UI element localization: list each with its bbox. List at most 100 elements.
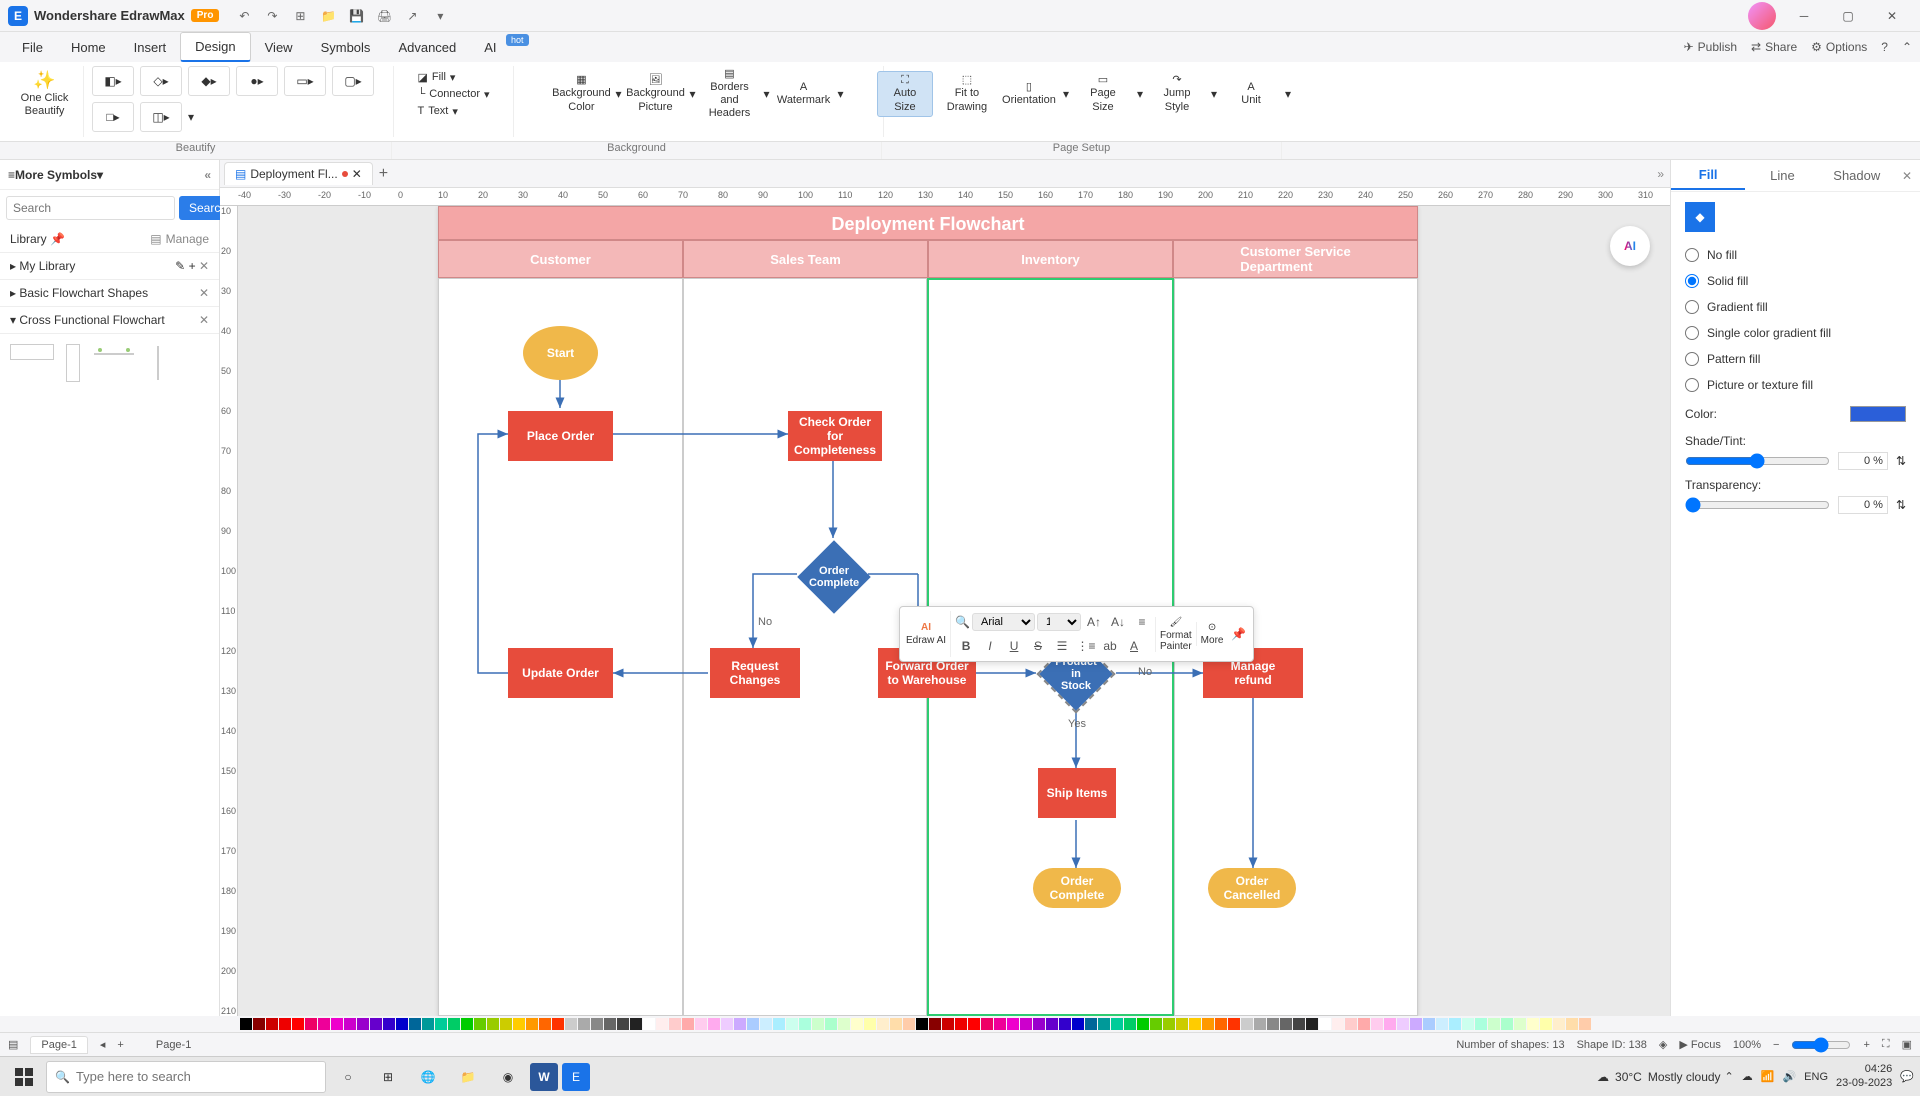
layers-icon[interactable]: ◈ — [1659, 1038, 1667, 1051]
page-size-button[interactable]: ▭Page Size — [1075, 74, 1131, 114]
palette-swatch[interactable] — [1072, 1018, 1084, 1030]
palette-swatch[interactable] — [669, 1018, 681, 1030]
unit-button[interactable]: AUnit — [1223, 81, 1279, 107]
shade-value[interactable]: 0 % — [1838, 452, 1888, 470]
subscript-icon[interactable]: ab — [1099, 635, 1121, 657]
beautify-style-1[interactable]: ◧▸ — [92, 66, 134, 96]
palette-swatch[interactable] — [1098, 1018, 1110, 1030]
palette-swatch[interactable] — [721, 1018, 733, 1030]
palette-swatch[interactable] — [1059, 1018, 1071, 1030]
prev-page-icon[interactable]: ◂ — [100, 1038, 106, 1051]
palette-swatch[interactable] — [1475, 1018, 1487, 1030]
save-icon[interactable]: 💾 — [347, 7, 365, 25]
minimize-button[interactable]: ─ — [1784, 2, 1824, 30]
borders-button[interactable]: ▤Borders and Headers — [702, 68, 758, 121]
palette-swatch[interactable] — [812, 1018, 824, 1030]
export-icon[interactable]: ↗ — [403, 7, 421, 25]
beautify-style-3[interactable]: ◆▸ — [188, 66, 230, 96]
bg-picture-button[interactable]: 🖼Background Picture — [627, 74, 683, 114]
palette-swatch[interactable] — [1540, 1018, 1552, 1030]
palette-swatch[interactable] — [838, 1018, 850, 1030]
palette-swatch[interactable] — [1462, 1018, 1474, 1030]
section-close-icon-2[interactable]: ✕ — [199, 313, 209, 327]
update-order-shape[interactable]: Update Order — [508, 648, 613, 698]
share-button[interactable]: ⇄ Share — [1751, 40, 1797, 54]
zoom-slider[interactable] — [1791, 1037, 1851, 1053]
page-layout-icon[interactable]: ▤ — [8, 1038, 18, 1051]
beautify-style-4[interactable]: ●▸ — [236, 66, 278, 96]
zoom-out-icon[interactable]: − — [1773, 1039, 1779, 1051]
palette-swatch[interactable] — [1488, 1018, 1500, 1030]
palette-swatch[interactable] — [708, 1018, 720, 1030]
palette-swatch[interactable] — [344, 1018, 356, 1030]
palette-swatch[interactable] — [1228, 1018, 1240, 1030]
palette-swatch[interactable] — [500, 1018, 512, 1030]
menu-home[interactable]: Home — [57, 34, 120, 61]
beautify-style-6[interactable]: ▢▸ — [332, 66, 374, 96]
palette-swatch[interactable] — [968, 1018, 980, 1030]
palette-swatch[interactable] — [1579, 1018, 1591, 1030]
fit-page-icon[interactable]: ⛶ — [1882, 1038, 1890, 1051]
palette-swatch[interactable] — [1449, 1018, 1461, 1030]
more-options-icon[interactable]: ⊙ — [1208, 622, 1216, 633]
text-dropdown[interactable]: T Text ▾ — [417, 105, 489, 118]
single-gradient-radio[interactable]: Single color gradient fill — [1685, 320, 1906, 346]
palette-swatch[interactable] — [890, 1018, 902, 1030]
palette-swatch[interactable] — [1163, 1018, 1175, 1030]
decrease-font-icon[interactable]: A↓ — [1107, 611, 1129, 633]
zoom-in-icon[interactable]: + — [1863, 1039, 1869, 1051]
clock[interactable]: 04:2623-09-2023 — [1836, 1063, 1892, 1089]
maximize-button[interactable]: ▢ — [1828, 2, 1868, 30]
palette-swatch[interactable] — [240, 1018, 252, 1030]
lib-edit-icon[interactable]: ✎ — [175, 259, 185, 273]
italic-icon[interactable]: I — [979, 635, 1001, 657]
palette-swatch[interactable] — [1501, 1018, 1513, 1030]
start-button[interactable] — [6, 1061, 42, 1093]
palette-swatch[interactable] — [526, 1018, 538, 1030]
order-cancelled-end[interactable]: Order Cancelled — [1208, 868, 1296, 908]
palette-swatch[interactable] — [929, 1018, 941, 1030]
weather-widget[interactable]: ☁ 30°C Mostly cloudy — [1597, 1070, 1721, 1084]
palette-swatch[interactable] — [253, 1018, 265, 1030]
more-qat-icon[interactable]: ▾ — [431, 7, 449, 25]
place-order-shape[interactable]: Place Order — [508, 411, 613, 461]
wifi-icon[interactable]: 📶 — [1761, 1070, 1775, 1083]
palette-swatch[interactable] — [747, 1018, 759, 1030]
font-size-select[interactable]: 10 — [1037, 613, 1081, 631]
user-avatar[interactable] — [1748, 2, 1776, 30]
palette-swatch[interactable] — [552, 1018, 564, 1030]
fill-mode-icon[interactable]: ◆ — [1685, 202, 1715, 232]
palette-swatch[interactable] — [370, 1018, 382, 1030]
order-complete-end[interactable]: Order Complete — [1033, 868, 1121, 908]
palette-swatch[interactable] — [435, 1018, 447, 1030]
beautify-more-icon[interactable]: ▾ — [188, 110, 194, 124]
open-icon[interactable]: 📁 — [319, 7, 337, 25]
palette-swatch[interactable] — [1046, 1018, 1058, 1030]
edrawmax-taskbar-icon[interactable]: E — [562, 1063, 590, 1091]
palette-swatch[interactable] — [1124, 1018, 1136, 1030]
auto-size-button[interactable]: ⛶Auto Size — [877, 71, 933, 117]
beautify-style-2[interactable]: ◇▸ — [140, 66, 182, 96]
palette-swatch[interactable] — [1397, 1018, 1409, 1030]
page-tab[interactable]: Page-1 — [30, 1036, 87, 1054]
palette-swatch[interactable] — [474, 1018, 486, 1030]
bold-icon[interactable]: B — [955, 635, 977, 657]
no-fill-radio[interactable]: No fill — [1685, 242, 1906, 268]
palette-swatch[interactable] — [1423, 1018, 1435, 1030]
one-click-beautify-button[interactable]: ✨One Click Beautify — [17, 70, 73, 118]
menu-advanced[interactable]: Advanced — [384, 34, 470, 61]
menu-ai[interactable]: AIhot — [470, 34, 510, 61]
palette-swatch[interactable] — [1280, 1018, 1292, 1030]
pattern-fill-radio[interactable]: Pattern fill — [1685, 346, 1906, 372]
section-close-icon[interactable]: ✕ — [199, 286, 209, 300]
menu-insert[interactable]: Insert — [120, 34, 181, 61]
palette-swatch[interactable] — [279, 1018, 291, 1030]
line-tab[interactable]: Line — [1745, 162, 1819, 189]
palette-swatch[interactable] — [292, 1018, 304, 1030]
solid-fill-radio[interactable]: Solid fill — [1685, 268, 1906, 294]
new-icon[interactable]: ⊞ — [291, 7, 309, 25]
language-icon[interactable]: ENG — [1804, 1071, 1828, 1083]
onedrive-icon[interactable]: ☁ — [1742, 1070, 1753, 1083]
canvas[interactable]: Deployment Flowchart Customer Sales Team… — [238, 206, 1670, 1016]
tab-close-icon[interactable]: ✕ — [352, 167, 362, 181]
